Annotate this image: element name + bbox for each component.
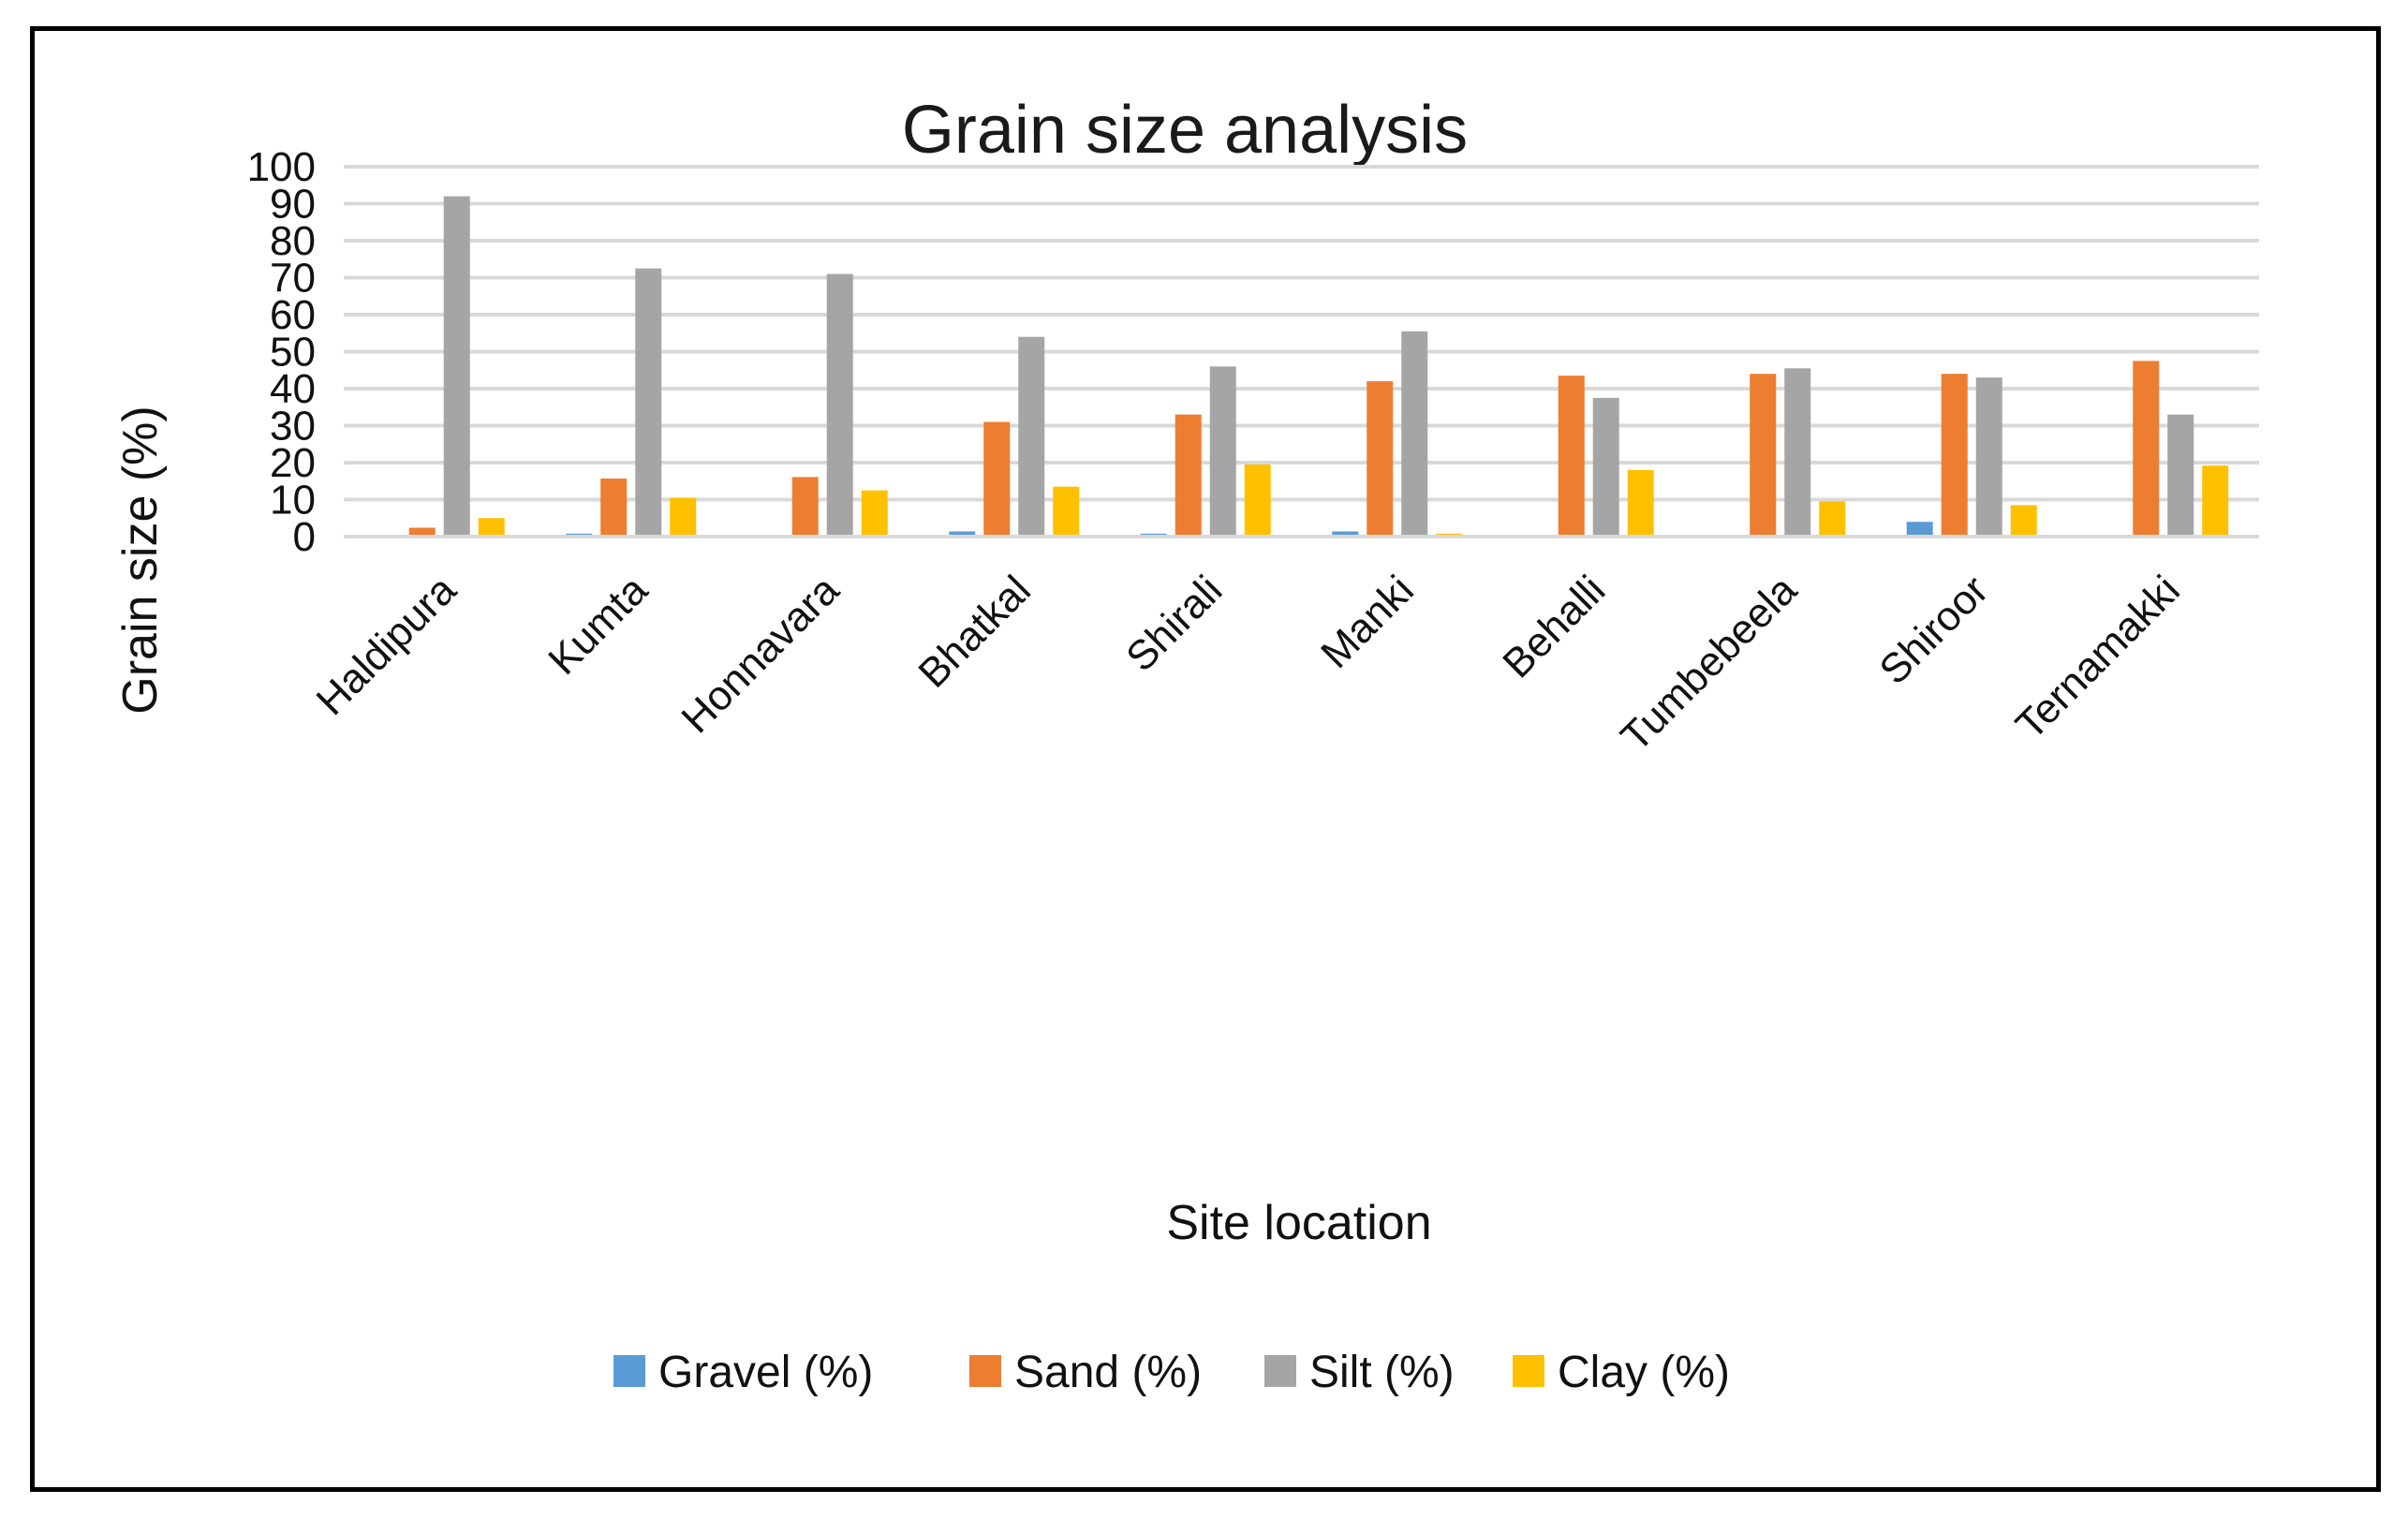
x-category-label: Kumta xyxy=(539,567,657,684)
bar-gravel xyxy=(1906,522,1933,537)
legend-label: Clay (%) xyxy=(1558,1348,1730,1397)
x-category-label: Haldipura xyxy=(307,567,465,724)
legend-swatch xyxy=(969,1355,1001,1387)
bar-sand xyxy=(2133,361,2160,537)
y-tick-label: 10 xyxy=(270,478,316,524)
legend-swatch xyxy=(613,1355,645,1387)
bar-silt xyxy=(2167,414,2194,537)
bar-sand xyxy=(408,527,436,537)
bar-clay xyxy=(670,497,697,537)
bars xyxy=(408,196,2229,537)
bar-sand xyxy=(1174,414,1202,537)
bar-clay xyxy=(1627,469,1654,537)
bar-gravel xyxy=(949,531,976,537)
bar-clay xyxy=(2010,505,2037,537)
y-tick-label: 40 xyxy=(270,366,316,412)
bar-silt xyxy=(1975,377,2002,537)
bar-silt xyxy=(443,196,470,537)
x-category-label: Manki xyxy=(1312,567,1423,677)
y-tick-label: 0 xyxy=(293,514,316,560)
x-category-label: Behalli xyxy=(1494,567,1614,686)
y-tick-label: 60 xyxy=(270,292,316,338)
bar-sand xyxy=(1941,374,1968,537)
bar-sand xyxy=(791,477,819,537)
bar-sand xyxy=(1367,381,1394,537)
bar-silt xyxy=(1784,368,1811,537)
legend-label: Gravel (%) xyxy=(658,1348,873,1397)
x-category-label: Tumbebeela xyxy=(1612,567,1806,760)
grain-size-chart: Grain size analysis 01020304050607080901… xyxy=(113,93,2259,1397)
legend: Gravel (%) Sand (%) Silt (%) Clay (%) xyxy=(613,1348,1730,1397)
bar-silt xyxy=(826,273,853,537)
y-axis-title: Grain size (%) xyxy=(113,406,168,714)
y-tick-label: 90 xyxy=(270,182,316,228)
bar-silt xyxy=(1592,397,1619,537)
bar-clay xyxy=(2202,465,2229,537)
bar-clay xyxy=(478,518,505,537)
bar-gravel xyxy=(1332,531,1359,537)
legend-swatch xyxy=(1264,1355,1296,1387)
bar-clay xyxy=(1053,486,1080,537)
y-tick-label: 20 xyxy=(270,440,316,486)
bar-clay xyxy=(1819,501,1846,537)
bar-clay xyxy=(1244,464,1271,537)
x-category-label: Honnavara xyxy=(672,567,848,742)
bar-sand xyxy=(1558,376,1585,537)
chart-frame: Grain size analysis 0 10 20 30 40 50 60 70 80 90 1… xyxy=(30,26,2381,1492)
y-tick-label: 80 xyxy=(270,218,316,264)
bar-silt xyxy=(1018,336,1045,537)
x-category-label: Ternamakki xyxy=(2007,567,2189,748)
bar-clay xyxy=(861,490,888,537)
bar-sand xyxy=(1750,374,1777,537)
bar-silt xyxy=(1401,331,1428,537)
x-category-label: Bhatkal xyxy=(909,567,1039,696)
gridlines xyxy=(344,165,2259,502)
x-category-label: Shiroor xyxy=(1870,567,1997,693)
x-category-labels: Haldipura Kumta Honnavara Bhatkal Shirali Man… xyxy=(307,567,2188,760)
legend-label: Sand (%) xyxy=(1014,1348,1202,1397)
x-axis-title: Site location xyxy=(1166,1196,1431,1250)
legend-swatch xyxy=(1513,1355,1544,1387)
bar-sand xyxy=(600,478,628,537)
chart-title: Grain size analysis xyxy=(902,93,1468,168)
bar-silt xyxy=(635,268,662,537)
y-tick-label: 30 xyxy=(270,404,316,450)
legend-label: Silt (%) xyxy=(1309,1348,1455,1397)
y-tick-label: 70 xyxy=(270,256,316,302)
y-tick-label: 100 xyxy=(247,144,316,190)
y-tick-label: 50 xyxy=(270,330,316,376)
bar-sand xyxy=(983,421,1011,537)
bar-silt xyxy=(1209,366,1236,537)
x-category-label: Shirali xyxy=(1117,567,1231,680)
